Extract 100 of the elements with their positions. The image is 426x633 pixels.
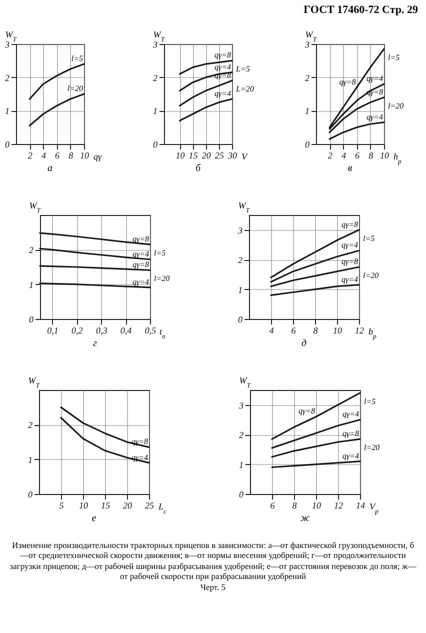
x-tick-label: 4 xyxy=(40,150,46,161)
series-label: qγ=4 xyxy=(342,410,358,419)
x-tick-label: 4 xyxy=(340,150,346,161)
y-tick-label: 2 xyxy=(28,420,32,430)
x-tick-label: 5 xyxy=(58,500,64,511)
x-tick-label: 20 xyxy=(122,500,132,511)
y-tick-label: 2 xyxy=(238,430,244,440)
y-tick-label: 3 xyxy=(4,40,10,50)
x-tick-label: 10 xyxy=(78,500,88,511)
y-tick-label: 1 xyxy=(29,280,34,290)
annotation: L=20 xyxy=(234,84,254,94)
x-tick-label: 6 xyxy=(54,150,60,161)
y-tick-label: 3 xyxy=(304,40,310,50)
series-label: qγ=8 xyxy=(338,78,356,87)
series-label: qγ=8 xyxy=(132,234,149,244)
x-axis-title: t$_{п}$ xyxy=(160,326,166,340)
series-label: l=20 xyxy=(66,84,82,94)
text: в xyxy=(347,163,352,174)
y-tick-label: 3 xyxy=(238,400,244,411)
text: ж xyxy=(300,513,310,524)
annotation: l=5 xyxy=(388,53,400,62)
x-axis-title: L$_{c}$ xyxy=(157,502,166,516)
annotation: l=20 xyxy=(154,274,170,284)
y-tick-label: 2 xyxy=(29,245,34,256)
series-label: qγ=4 xyxy=(366,74,382,84)
x-tick-label: 10 xyxy=(333,326,342,336)
x-axis-title: h$_{p}$ xyxy=(393,152,402,166)
series-label: qγ=8 xyxy=(132,260,149,270)
x-tick-label: 14 xyxy=(356,500,365,511)
series-label: qγ=4 xyxy=(132,278,149,287)
text: д xyxy=(301,338,307,350)
series-label: qγ=4 xyxy=(214,62,230,72)
x-tick-label: 10 xyxy=(175,150,185,161)
series-label: qγ=8 xyxy=(298,406,314,416)
y-axis-title: W$_{T}$ xyxy=(238,376,252,390)
x-tick-label: 8 xyxy=(313,326,318,336)
y-tick-label: 0 xyxy=(29,314,34,325)
x-axis-title: qγ xyxy=(93,152,102,162)
x-tick-label: 15 xyxy=(100,500,110,511)
x-tick-label: 6 xyxy=(291,326,296,336)
series-label: qγ=4 xyxy=(132,250,149,259)
x-tick-label: 8 xyxy=(68,150,74,161)
annotation: L=5 xyxy=(234,64,250,74)
series-label: qγ=4 xyxy=(342,452,358,460)
y-tick-label: 1 xyxy=(238,460,243,470)
y-tick-label: 1 xyxy=(238,284,242,295)
y-tick-label: 0 xyxy=(304,140,310,150)
x-tick-label: 0,5 xyxy=(144,326,157,336)
annotation: l=20 xyxy=(388,102,404,111)
series-label: qγ=8 xyxy=(366,88,382,97)
x-tick-label: 30 xyxy=(226,150,237,161)
series-label: qγ=4 xyxy=(341,275,358,284)
x-tick-label: 0,2 xyxy=(72,326,84,336)
x-tick-label: 0,4 xyxy=(120,326,132,336)
x-tick-label: 8 xyxy=(292,500,297,511)
text: Черт. 5 xyxy=(199,582,226,592)
annotation: l=5 xyxy=(364,397,376,406)
y-tick-label: 0 xyxy=(238,314,243,325)
x-tick-label: 6 xyxy=(270,500,275,511)
text: Изменение производительности тракторных прицепов в зависимости: а—от фактической грузоподъемности, б—от среднетехнической скорости движения; в—от нормы внесения удобрений; г—от продолжительности загрузки прицепов; д—от рабочей ширины разбрасывания удобрений; е—от расстояния перевозок до поля; ж—от рабочей скорости при разбрасывании удобрений xyxy=(8,540,418,581)
series-label: qγ=8 xyxy=(341,220,358,230)
series-label: qγ=8 xyxy=(214,50,230,60)
x-tick-label: 12 xyxy=(355,326,364,336)
y-axis-title: W$_{T}$ xyxy=(238,200,251,214)
x-tick-label: 20 xyxy=(201,150,211,161)
series-label: qγ=8 xyxy=(342,429,358,438)
x-axis-title: V$_{p}$ xyxy=(369,502,378,516)
annotation: l=20 xyxy=(363,271,379,280)
x-tick-label: 12 xyxy=(334,500,343,511)
series-label: qγ=4 xyxy=(341,240,358,250)
y-tick-label: 1 xyxy=(304,106,309,116)
x-tick-label: 25 xyxy=(214,150,224,161)
y-tick-label: 0 xyxy=(4,140,10,150)
text: е xyxy=(91,513,96,524)
x-tick-label: 8 xyxy=(368,150,374,161)
y-tick-label: 2 xyxy=(238,255,243,266)
x-axis-title: V xyxy=(241,152,248,162)
series-label: l=5 xyxy=(70,54,82,64)
x-tick-label: 10 xyxy=(380,150,389,161)
y-tick-label: 3 xyxy=(152,40,158,50)
x-tick-label: 25 xyxy=(144,500,154,511)
x-tick-label: 0,3 xyxy=(96,326,108,336)
series-label: qγ=4 xyxy=(366,112,382,122)
text: ГОСТ 17460-72 Стр. 29 xyxy=(302,4,418,18)
y-tick-label: 1 xyxy=(152,106,157,116)
y-tick-label: 3 xyxy=(237,226,243,236)
series-label: qγ=8 xyxy=(341,257,358,266)
x-tick-label: 0,1 xyxy=(47,326,58,336)
x-tick-label: 10 xyxy=(312,500,321,511)
x-tick-label: 4 xyxy=(269,326,274,336)
x-axis-title: b$_{р}$ xyxy=(368,326,377,340)
y-axis-title: W$_{T}$ xyxy=(29,200,42,214)
series-label: qγ=4 xyxy=(214,89,230,98)
x-tick-label: 10 xyxy=(80,150,89,161)
y-tick-label: 0 xyxy=(28,490,32,500)
text: б xyxy=(194,163,201,174)
series-label: qγ=8 xyxy=(130,437,148,446)
text: а xyxy=(47,163,52,174)
x-tick-label: 15 xyxy=(188,150,198,161)
y-axis-title: W$_{T}$ xyxy=(28,376,40,390)
